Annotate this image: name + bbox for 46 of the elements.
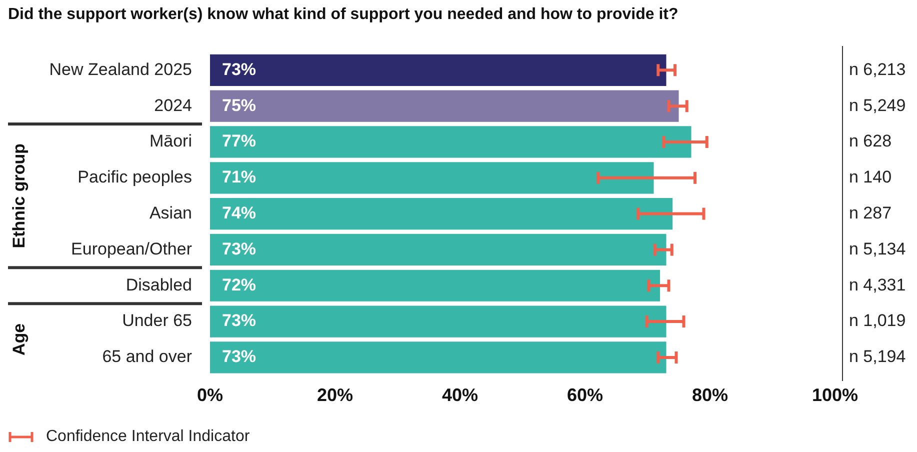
y-tick-label: European/Other: [71, 239, 192, 258]
bar: [210, 54, 666, 86]
bar: [210, 306, 666, 338]
data-label: 72%: [222, 275, 256, 294]
text: n 140: [849, 168, 892, 187]
bar: [210, 162, 654, 194]
text: n 5,134: [849, 239, 906, 258]
text: Confidence Interval Indicator: [46, 428, 250, 446]
bar: [210, 198, 672, 230]
y-tick-label: 2024: [154, 96, 192, 115]
data-label: 71%: [222, 168, 256, 187]
data-label: 74%: [222, 203, 256, 222]
x-tick-label: 0%: [196, 385, 224, 406]
x-tick-label: 40%: [442, 385, 478, 406]
bar: [210, 234, 666, 266]
y-tick-label: Asian: [149, 203, 192, 222]
y-tick-label: New Zealand 2025: [49, 60, 192, 79]
x-tick-label: 80%: [692, 385, 728, 406]
data-label: 77%: [222, 132, 256, 151]
bar: [210, 342, 666, 374]
bar: [210, 270, 660, 302]
bar: [210, 90, 679, 122]
text: n 1,019: [849, 311, 906, 330]
text: n 628: [849, 132, 892, 151]
y-tick-label: Māori: [149, 132, 192, 151]
data-label: 73%: [222, 60, 256, 79]
text: Ethnic group: [10, 143, 29, 248]
text: Age: [10, 323, 29, 356]
y-tick-label: 65 and over: [102, 347, 192, 366]
chart-title: Did the support worker(s) know what kind of support you needed and how to provide it?: [8, 6, 678, 24]
bar: [210, 126, 692, 158]
y-tick-label: Under 65: [122, 311, 192, 330]
data-label: 73%: [222, 311, 256, 330]
x-tick-label: 100%: [812, 385, 858, 406]
data-label: 73%: [222, 239, 256, 258]
text: n 287: [849, 203, 892, 222]
text: n 5,194: [849, 347, 906, 366]
text: n 4,331: [849, 275, 906, 294]
text: n 6,213: [849, 60, 906, 79]
y-tick-label: Pacific peoples: [78, 168, 192, 187]
text: n 5,249: [849, 96, 906, 115]
y-tick-label: Disabled: [126, 275, 192, 294]
data-label: 75%: [222, 96, 256, 115]
x-tick-label: 20%: [316, 385, 354, 406]
x-tick-label: 60%: [566, 385, 604, 406]
data-label: 73%: [222, 347, 256, 366]
